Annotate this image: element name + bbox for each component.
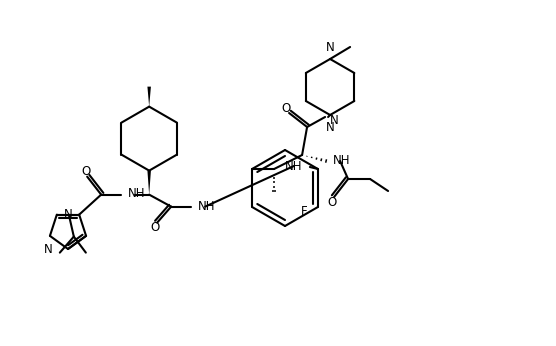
Text: NH: NH: [333, 155, 351, 167]
Text: N: N: [326, 121, 335, 134]
Polygon shape: [147, 171, 151, 195]
Text: N: N: [43, 243, 52, 256]
Text: NH: NH: [198, 200, 216, 213]
Text: O: O: [281, 101, 291, 115]
Text: NH: NH: [128, 187, 146, 200]
Text: O: O: [327, 195, 337, 209]
Text: O: O: [82, 165, 91, 178]
Polygon shape: [147, 86, 151, 107]
Text: N: N: [64, 208, 73, 221]
Text: N: N: [330, 113, 339, 127]
Text: F: F: [301, 204, 308, 218]
Text: NH: NH: [285, 160, 302, 173]
Text: N: N: [326, 41, 335, 54]
Text: O: O: [151, 221, 160, 234]
